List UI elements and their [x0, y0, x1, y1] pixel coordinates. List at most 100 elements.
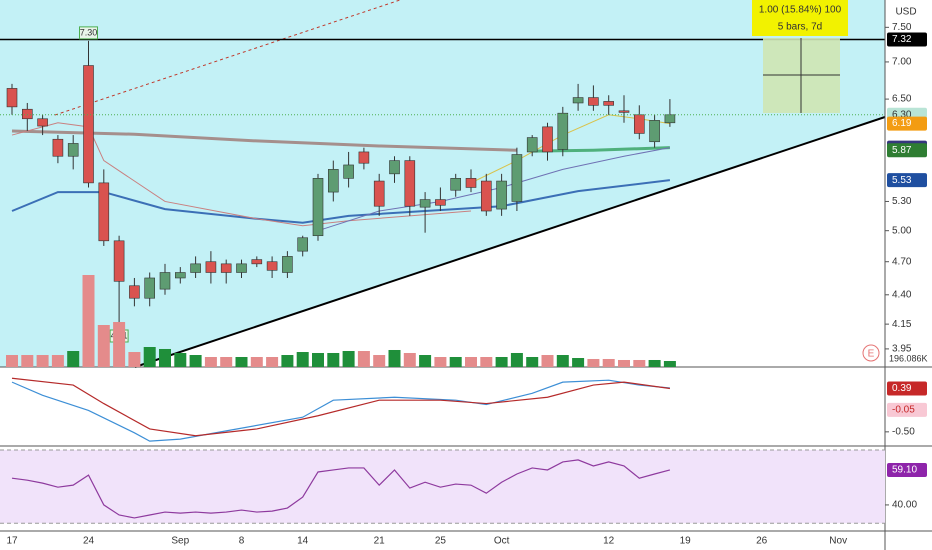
candle-body: [327, 169, 339, 193]
x-tick-label: Oct: [494, 536, 510, 547]
candle-body: [37, 118, 48, 127]
volume-bar: [266, 356, 279, 367]
price-label: 0.39: [892, 383, 912, 394]
candle-body: [649, 120, 660, 143]
y-tick-label: 3.95: [892, 344, 912, 355]
volume-bar: [67, 351, 80, 367]
volume-bar: [235, 356, 248, 367]
candle-body: [159, 272, 171, 290]
y-tick-label: 4.15: [892, 319, 912, 330]
price-label: 6.19: [892, 118, 912, 129]
series-line: [11, 122, 472, 227]
candle-body: [511, 154, 523, 202]
volume-bar: [21, 355, 34, 367]
candle-body: [98, 182, 110, 242]
candle-body: [6, 88, 18, 108]
y-tick-label: 5.30: [892, 196, 912, 207]
price-label: -0.05: [892, 405, 915, 416]
volume-bar: [556, 355, 569, 367]
candle-body: [373, 180, 385, 207]
price-label: 6.30: [892, 109, 912, 120]
candle-body: [205, 261, 217, 273]
volume-bar: [373, 355, 386, 367]
price-label-box: [887, 116, 927, 131]
volume-bar: [220, 356, 233, 367]
volume-bar: [36, 355, 49, 367]
y-tick-label: 7.00: [892, 57, 912, 68]
volume-bar: [357, 351, 370, 367]
volume-bar: [434, 356, 447, 367]
candle-body: [83, 65, 94, 184]
candle-body: [113, 240, 125, 282]
candle-body: [52, 138, 64, 157]
price-label-box: [887, 381, 927, 396]
trendline: [134, 116, 886, 368]
volume-bar: [495, 356, 508, 367]
volume-bar: [113, 322, 126, 367]
volume-bar: [449, 356, 462, 367]
price-label-box: [887, 143, 927, 158]
volume-bar: [663, 361, 676, 367]
volume-bar: [648, 359, 661, 367]
volume-bar: [388, 349, 401, 367]
volume-bar: [6, 355, 18, 367]
volume-bar: [587, 358, 600, 367]
measure-label: [752, 0, 848, 36]
x-tick-label: 12: [603, 536, 615, 547]
y-tick-label: 4.70: [892, 256, 912, 267]
volume-bar: [510, 352, 523, 367]
price-label: 7.32: [892, 34, 912, 45]
volume-bar: [342, 351, 355, 367]
candle-body: [21, 108, 33, 120]
candle-body: [618, 110, 630, 113]
series-line: [11, 377, 670, 437]
candle-body: [496, 180, 507, 210]
earnings-text: E: [868, 349, 875, 360]
y-tick-label: 40.00: [892, 500, 917, 511]
volume-bar: [602, 358, 615, 367]
candle-body: [266, 261, 278, 271]
y-tick-label: 7.50: [892, 22, 912, 33]
candle-body: [358, 151, 370, 164]
volume-bar: [281, 355, 294, 367]
pattern-fill: [0, 0, 885, 367]
candle-body: [190, 263, 201, 273]
candle-body: [542, 126, 553, 153]
x-tick-label: 26: [756, 536, 768, 547]
volume-bar: [250, 356, 263, 367]
candle-body: [557, 112, 569, 150]
candle-body: [389, 160, 400, 175]
candle-body: [67, 143, 79, 157]
candle-body: [312, 178, 324, 237]
x-tick-label: 17: [6, 536, 18, 547]
volume-bar: [174, 352, 187, 367]
y-tick-label: 6.50: [892, 94, 912, 105]
candle-body: [404, 160, 416, 207]
candle-body: [175, 272, 186, 279]
price-label: 59.10: [892, 465, 917, 476]
volume-bar: [618, 359, 630, 367]
candle-body: [343, 164, 354, 179]
candle-body: [526, 137, 538, 153]
y-tick-label: 5.00: [892, 225, 912, 236]
annotation-box: [79, 26, 98, 40]
candle-body: [297, 237, 309, 252]
x-tick-label: 14: [297, 536, 309, 547]
volume-bar: [526, 356, 539, 367]
volume-bar: [541, 355, 554, 367]
volume-bar: [419, 355, 432, 367]
volume-bar: [633, 359, 646, 367]
candle-body: [480, 180, 492, 212]
volume-bar: [465, 356, 477, 367]
annotation-label: 7.30: [80, 27, 98, 37]
earnings-icon[interactable]: [862, 344, 880, 362]
candle-body: [282, 256, 293, 273]
volume-bar: [327, 352, 340, 367]
candle-body: [603, 101, 615, 106]
volume-label-box: [887, 352, 932, 366]
x-tick-label: 19: [680, 536, 692, 547]
price-label: 5.53: [892, 175, 912, 186]
candle-body: [220, 263, 232, 273]
measure-change: 1.00 (15.84%) 100: [759, 5, 842, 16]
volume-bar: [82, 275, 95, 367]
